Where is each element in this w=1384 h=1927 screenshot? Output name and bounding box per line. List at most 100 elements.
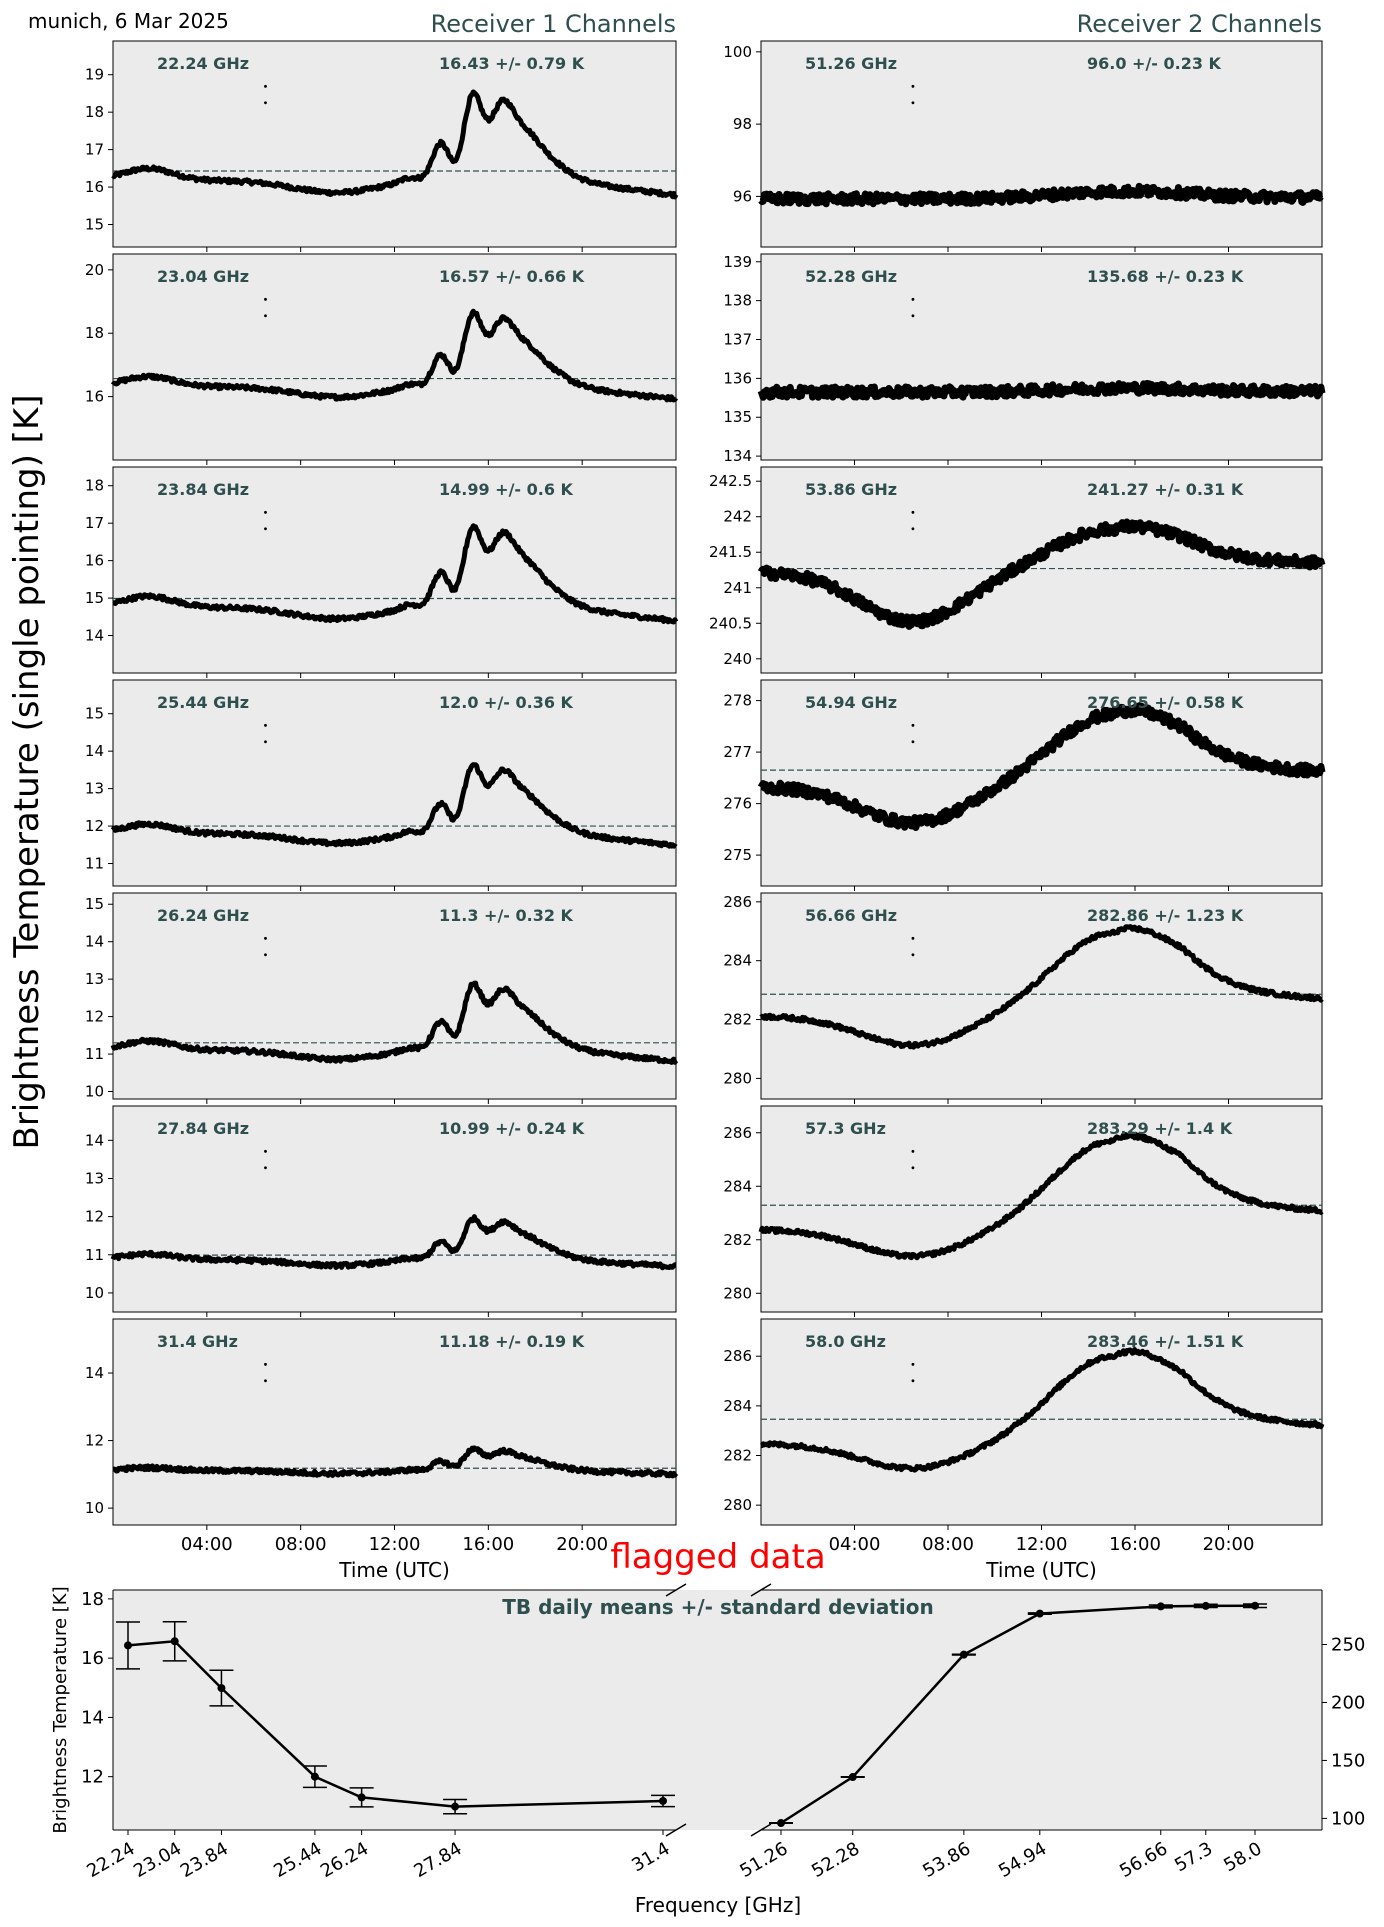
flagged-point bbox=[264, 510, 267, 514]
y-tick-label: 19 bbox=[85, 66, 104, 84]
y-tick-label: 286 bbox=[723, 893, 752, 911]
data-trace bbox=[111, 523, 679, 625]
y-tick-label: 284 bbox=[723, 952, 752, 970]
y-tick-label: 14 bbox=[85, 742, 104, 760]
channel-stat-label: 283.29 +/- 1.4 K bbox=[1087, 1119, 1233, 1138]
x-tick-label: 16:00 bbox=[1109, 1534, 1161, 1555]
flagged-point bbox=[911, 936, 915, 940]
panel-23-04-GHz: 16 18 20 23.04 GHz 16.57 +/- 0.66 K bbox=[85, 253, 679, 465]
summary-x-tick-label: 57.3 bbox=[1171, 1838, 1216, 1876]
axis-break-mark bbox=[665, 1583, 687, 1597]
panel-background bbox=[760, 253, 1323, 461]
y-axis-title: Brightness Temperature (single pointing)… bbox=[7, 394, 47, 1149]
y-tick-label: 10 bbox=[85, 1284, 104, 1302]
x-tick-label: 12:00 bbox=[1016, 1534, 1068, 1555]
y-tick-label: 276 bbox=[723, 795, 752, 813]
y-tick-label: 15 bbox=[85, 895, 104, 913]
summary-y-tick-label: 16 bbox=[81, 1648, 104, 1669]
flagged-point bbox=[264, 84, 267, 88]
channel-frequency-label: 31.4 GHz bbox=[157, 1332, 238, 1351]
y-tick-label: 14 bbox=[85, 1131, 104, 1149]
panel-background bbox=[112, 892, 677, 1100]
y-tick-label: 15 bbox=[85, 589, 104, 607]
summary-x-tick-label: 51.26 bbox=[736, 1838, 791, 1882]
summary-point bbox=[310, 1772, 319, 1781]
summary-x-tick-label: 53.86 bbox=[919, 1838, 974, 1882]
x-axis-title: Time (UTC) bbox=[985, 1558, 1097, 1582]
receiver-2-title: Receiver 2 Channels bbox=[1077, 10, 1322, 38]
y-tick-label: 240 bbox=[723, 650, 752, 668]
channel-stat-label: 14.99 +/- 0.6 K bbox=[439, 480, 574, 499]
data-trace bbox=[110, 980, 679, 1065]
y-tick-label: 96 bbox=[733, 187, 752, 205]
data-trace bbox=[111, 1445, 679, 1479]
channel-frequency-label: 54.94 GHz bbox=[805, 693, 897, 712]
y-tick-label: 14 bbox=[85, 1364, 104, 1382]
x-tick-label: 16:00 bbox=[462, 1534, 514, 1555]
channel-stat-label: 16.43 +/- 0.79 K bbox=[439, 54, 585, 73]
y-tick-label: 14 bbox=[85, 933, 104, 951]
flagged-point bbox=[911, 84, 915, 88]
summary-point bbox=[1035, 1609, 1044, 1618]
flag-label: flagged data bbox=[610, 1537, 825, 1577]
x-tick-label: 12:00 bbox=[369, 1534, 421, 1555]
data-trace bbox=[758, 1131, 1324, 1261]
channel-stat-label: 276.65 +/- 0.58 K bbox=[1087, 693, 1244, 712]
channel-stat-label: 283.46 +/- 1.51 K bbox=[1087, 1332, 1244, 1351]
channel-stat-label: 241.27 +/- 0.31 K bbox=[1087, 480, 1244, 499]
panel-52-28-GHz: 134 135 136 137 138 139 52.28 GHz 135.68 +/- 0.… bbox=[723, 253, 1326, 465]
y-tick-label: 282 bbox=[723, 1447, 752, 1465]
y-tick-label: 17 bbox=[85, 141, 104, 159]
y-tick-label: 242 bbox=[723, 508, 752, 526]
panel-background bbox=[112, 253, 677, 461]
summary-y-axis-title: Brightness Temperature [K] bbox=[50, 1586, 71, 1833]
flagged-point bbox=[911, 297, 915, 301]
summary-y-tick-label: 100 bbox=[1331, 1808, 1365, 1829]
y-tick-label: 100 bbox=[723, 43, 752, 61]
y-tick-label: 12 bbox=[85, 1432, 104, 1450]
y-tick-label: 138 bbox=[723, 292, 752, 310]
summary-x-tick-label: 23.84 bbox=[177, 1838, 232, 1882]
panel-22-24-GHz: 15 16 17 18 19 22.24 GHz 16.43 +/- 0.79 K bbox=[85, 40, 679, 252]
data-trace bbox=[110, 762, 678, 849]
channel-stat-label: 10.99 +/- 0.24 K bbox=[439, 1119, 585, 1138]
panel-23-84-GHz: 14 15 16 17 18 23.84 GHz 14.99 +/- 0.6 K bbox=[85, 466, 679, 678]
panel-background bbox=[112, 679, 677, 887]
x-tick-label: 04:00 bbox=[181, 1534, 233, 1555]
y-tick-label: 241 bbox=[723, 579, 752, 597]
y-tick-label: 10 bbox=[85, 1083, 104, 1101]
channel-stat-label: 11.3 +/- 0.32 K bbox=[439, 906, 574, 925]
y-tick-label: 12 bbox=[85, 1008, 104, 1026]
y-tick-label: 242.5 bbox=[709, 472, 752, 490]
flagged-point bbox=[264, 1379, 267, 1383]
flagged-point bbox=[911, 314, 915, 318]
flagged-point bbox=[264, 1149, 267, 1153]
panel-background bbox=[112, 1318, 677, 1526]
channel-frequency-label: 52.28 GHz bbox=[805, 267, 897, 286]
summary-y-tick-label: 14 bbox=[81, 1707, 104, 1728]
summary-x-tick-label: 25.44 bbox=[270, 1838, 325, 1882]
summary-y-tick-label: 12 bbox=[81, 1767, 104, 1788]
panel-51-26-GHz: 96 98 100 51.26 GHz 96.0 +/- 0.23 K bbox=[723, 40, 1325, 252]
y-tick-label: 277 bbox=[723, 743, 752, 761]
y-tick-label: 18 bbox=[85, 324, 104, 342]
channel-frequency-label: 27.84 GHz bbox=[157, 1119, 249, 1138]
data-trace bbox=[111, 89, 679, 200]
summary-point bbox=[848, 1773, 857, 1782]
summary-x-axis-title: Frequency [GHz] bbox=[635, 1893, 801, 1917]
channel-frequency-label: 53.86 GHz bbox=[805, 480, 897, 499]
y-tick-label: 286 bbox=[723, 1347, 752, 1365]
panel-background bbox=[760, 1105, 1323, 1313]
data-trace bbox=[757, 518, 1326, 630]
y-tick-label: 11 bbox=[85, 1045, 104, 1063]
channel-frequency-label: 56.66 GHz bbox=[805, 906, 897, 925]
y-tick-label: 280 bbox=[723, 1069, 752, 1087]
y-tick-label: 18 bbox=[85, 103, 104, 121]
summary-point bbox=[357, 1793, 366, 1802]
y-tick-label: 16 bbox=[85, 388, 104, 406]
y-tick-label: 13 bbox=[85, 970, 104, 988]
flagged-point bbox=[911, 740, 915, 744]
y-tick-label: 12 bbox=[85, 817, 104, 835]
meta-label: munich, 6 Mar 2025 bbox=[28, 9, 229, 33]
